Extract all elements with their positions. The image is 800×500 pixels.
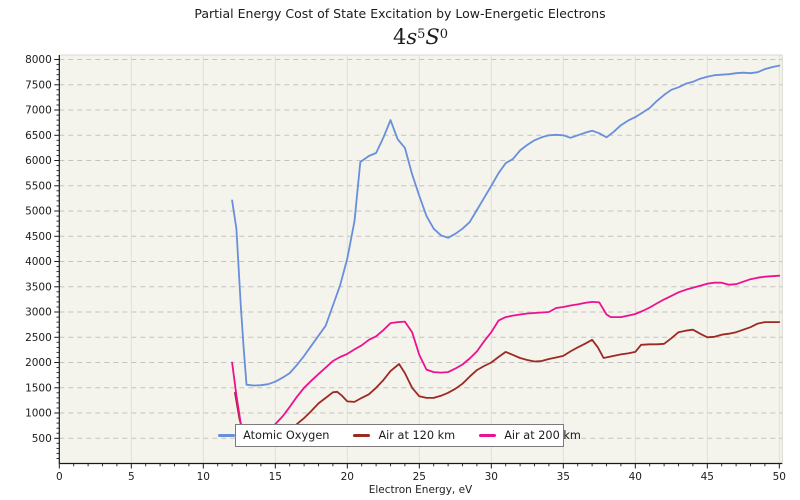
svg-text:8000: 8000 <box>25 54 52 66</box>
svg-text:6000: 6000 <box>25 155 52 167</box>
svg-text:20: 20 <box>341 471 354 483</box>
subtitle-term-symbol: S <box>425 25 440 49</box>
subtitle-coefficient: 4 <box>392 25 407 49</box>
svg-text:1000: 1000 <box>25 408 52 420</box>
subtitle-orbital: s <box>406 25 418 49</box>
svg-text:0: 0 <box>56 471 63 483</box>
svg-text:50: 50 <box>773 471 786 483</box>
svg-text:2000: 2000 <box>25 357 52 369</box>
svg-text:10: 10 <box>197 471 210 483</box>
legend-line-icon-air-200km <box>479 434 497 437</box>
subtitle-parity: 0 <box>439 27 449 42</box>
svg-text:45: 45 <box>701 471 714 483</box>
x-axis-label: Electron Energy, eV <box>368 484 473 496</box>
x-axis-ticks: 0 5 10 15 20 25 30 35 40 45 50 <box>56 463 786 483</box>
svg-text:7500: 7500 <box>25 79 52 91</box>
horizontal-gridlines <box>59 59 783 439</box>
legend: Atomic Oxygen Air at 120 km Air at 200 k… <box>218 424 581 447</box>
legend-item-air-120km: Air at 120 km <box>353 429 455 442</box>
svg-text:4500: 4500 <box>25 231 52 243</box>
svg-text:7000: 7000 <box>25 105 52 117</box>
svg-text:15: 15 <box>269 471 282 483</box>
svg-text:500: 500 <box>32 433 52 445</box>
legend-item-air-200km: Air at 200 km <box>479 429 581 442</box>
svg-text:4000: 4000 <box>25 256 52 268</box>
series-air-at-120-km <box>234 321 781 444</box>
legend-label-atomic-oxygen: Atomic Oxygen <box>243 429 330 442</box>
legend-label-air-120km: Air at 120 km <box>378 429 456 442</box>
svg-text:5000: 5000 <box>25 206 52 218</box>
chart-title: Partial Energy Cost of State Excitation … <box>194 6 606 21</box>
svg-text:30: 30 <box>485 471 498 483</box>
svg-text:6500: 6500 <box>25 130 52 142</box>
series-air-at-200-km <box>231 274 781 441</box>
svg-text:25: 25 <box>413 471 426 483</box>
svg-text:1500: 1500 <box>25 382 52 394</box>
svg-text:5: 5 <box>128 471 135 483</box>
svg-text:35: 35 <box>557 471 570 483</box>
legend-line-icon-atomic-oxygen <box>218 434 236 437</box>
svg-text:3500: 3500 <box>25 281 52 293</box>
chart-subtitle: 4s5S0 <box>59 25 782 49</box>
legend-item-atomic-oxygen: Atomic Oxygen <box>218 429 329 442</box>
y-axis-ticks: 500 1000 1500 2000 2500 3000 3500 4000 4500 5000 5… <box>25 54 60 459</box>
legend-line-icon-air-120km <box>353 434 371 437</box>
legend-label-air-200km: Air at 200 km <box>504 429 581 442</box>
svg-text:40: 40 <box>629 471 642 483</box>
svg-text:3000: 3000 <box>25 307 52 319</box>
svg-text:5500: 5500 <box>25 180 52 192</box>
svg-text:2500: 2500 <box>25 332 52 344</box>
subtitle-multiplicity: 5 <box>417 27 426 42</box>
series-atomic-oxygen <box>231 64 781 387</box>
